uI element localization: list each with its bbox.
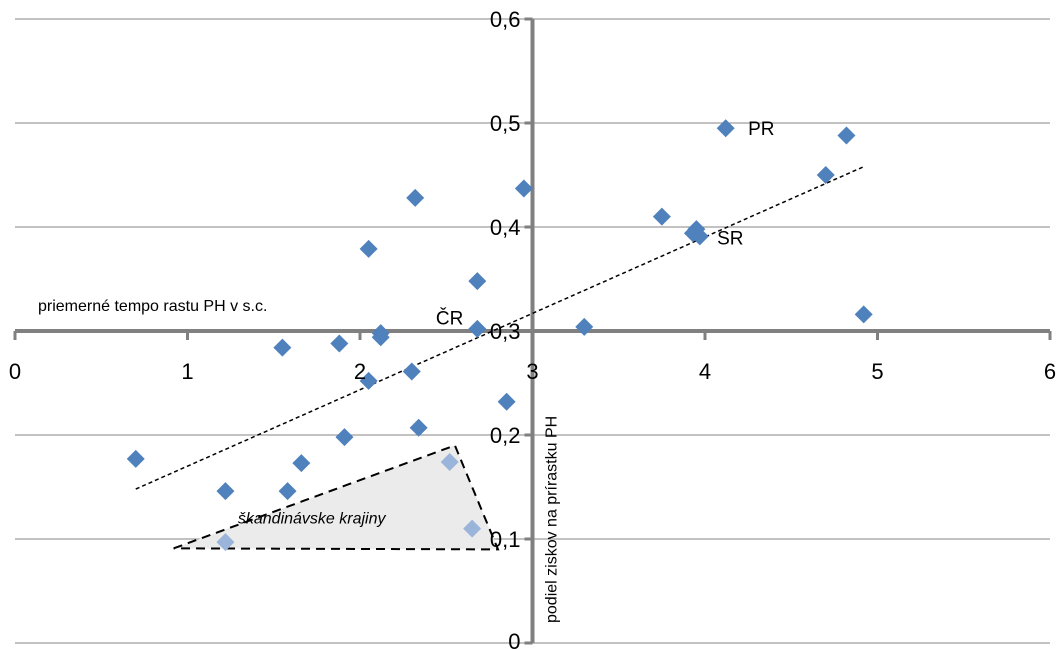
y-axis-title: podiel ziskov na prírastku PH xyxy=(544,416,561,623)
y-tick-label: 0,2 xyxy=(490,423,521,448)
data-point xyxy=(468,272,487,291)
y-tick-label: 0,3 xyxy=(490,319,521,344)
y-tick-label: 0,1 xyxy=(490,527,521,552)
data-points xyxy=(126,119,873,552)
annotation-cr: ČR xyxy=(436,307,463,329)
x-tick-label: 5 xyxy=(871,359,883,384)
x-tick-label: 4 xyxy=(699,359,711,384)
annotation-sr: SR xyxy=(717,228,743,249)
data-point xyxy=(359,371,378,390)
data-point xyxy=(330,334,349,353)
data-point-highlighted xyxy=(216,533,235,552)
y-tick-label: 0,6 xyxy=(490,7,521,32)
data-point xyxy=(409,418,428,437)
axes xyxy=(13,17,1052,645)
data-point xyxy=(335,428,354,447)
data-point xyxy=(359,239,378,258)
data-point xyxy=(837,126,856,145)
data-point xyxy=(468,319,487,338)
x-tick-label: 2 xyxy=(354,359,366,384)
data-point xyxy=(497,392,516,411)
data-point xyxy=(126,449,145,468)
y-tick-label: 0,4 xyxy=(490,215,521,240)
data-point xyxy=(406,188,425,207)
data-point xyxy=(402,362,421,381)
x-tick-label: 3 xyxy=(526,359,538,384)
tick-labels: 0 1 2 3 4 5 6 0 0,1 0,2 0,3 0,4 0,5 0,6 xyxy=(9,7,1056,649)
x-tick-label: 6 xyxy=(1044,359,1056,384)
scandinavian-region xyxy=(173,444,500,551)
data-point xyxy=(371,328,390,347)
data-point xyxy=(216,482,235,501)
x-tick-label: 1 xyxy=(181,359,193,384)
x-axis-title: priemerné tempo rastu PH v s.c. xyxy=(38,298,267,315)
data-point xyxy=(278,482,297,501)
data-point xyxy=(514,179,533,198)
y-tick-label: 0 xyxy=(508,629,520,649)
data-point xyxy=(273,338,292,357)
y-tick-label: 0,5 xyxy=(490,111,521,136)
annotation-pr: PR xyxy=(748,119,774,140)
data-point xyxy=(292,454,311,473)
data-point xyxy=(652,207,671,226)
annotations: PR SR ČR xyxy=(436,119,775,329)
data-point xyxy=(854,305,873,324)
data-point xyxy=(716,119,735,138)
data-point-highlighted xyxy=(440,453,459,472)
data-point-highlighted xyxy=(463,519,482,538)
x-tick-label: 0 xyxy=(9,359,21,384)
data-point xyxy=(816,166,835,184)
data-point xyxy=(690,227,709,246)
data-point xyxy=(575,317,594,336)
region-label: škandinávske krajiny xyxy=(238,510,387,527)
